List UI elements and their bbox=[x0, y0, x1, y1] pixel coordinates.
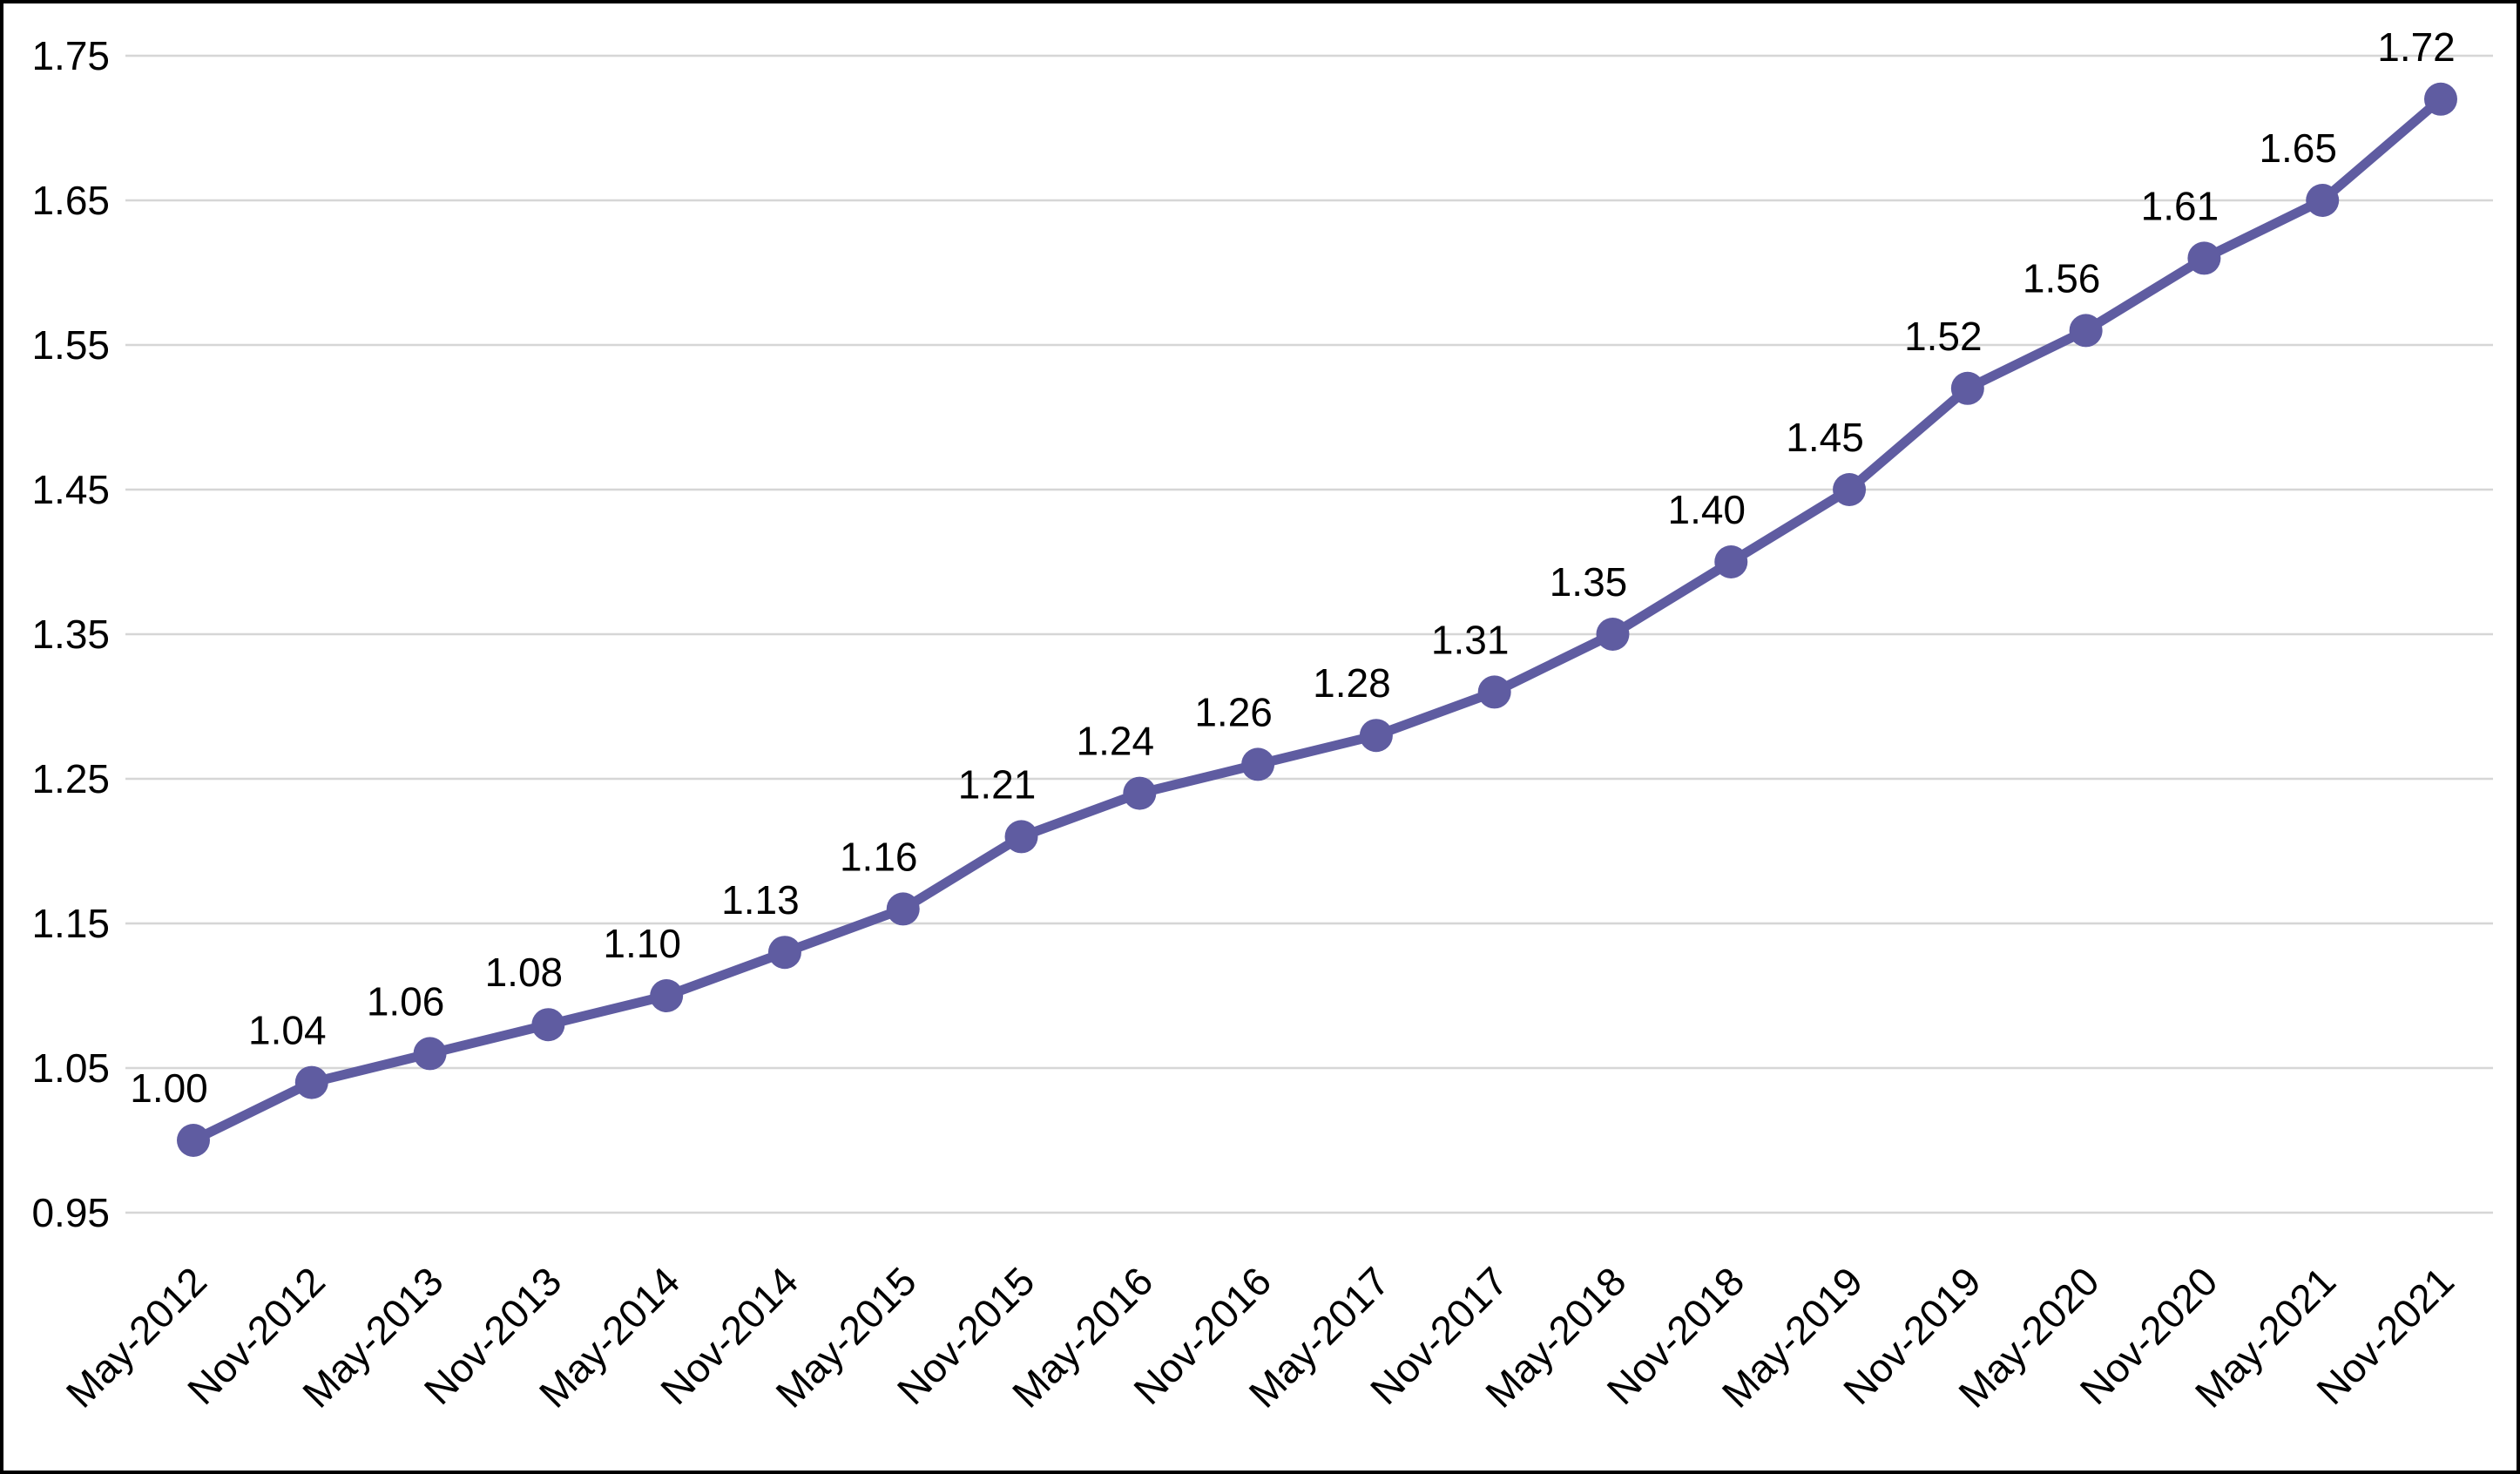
data-point-label: 1.06 bbox=[367, 978, 445, 1024]
data-point-marker bbox=[531, 1008, 565, 1042]
y-axis-tick-label: 1.65 bbox=[31, 178, 110, 223]
data-point-label: 1.10 bbox=[603, 921, 681, 966]
data-point-label: 1.61 bbox=[2141, 183, 2219, 228]
data-point-marker bbox=[2424, 82, 2457, 116]
y-axis-tick-label: 1.55 bbox=[31, 322, 110, 368]
data-point-marker bbox=[767, 936, 801, 970]
data-point-label: 1.56 bbox=[2023, 255, 2101, 301]
data-point-marker bbox=[1241, 747, 1275, 781]
data-point-marker bbox=[294, 1065, 328, 1099]
data-point-label: 1.31 bbox=[1431, 617, 1510, 662]
data-point-marker bbox=[886, 892, 920, 926]
data-point-marker bbox=[1714, 545, 1748, 578]
data-point-marker bbox=[1004, 820, 1038, 854]
data-point-marker bbox=[1833, 473, 1867, 506]
data-point-label: 1.35 bbox=[1550, 559, 1628, 605]
data-point-label: 1.72 bbox=[2377, 24, 2456, 70]
data-point-label: 1.21 bbox=[958, 761, 1037, 807]
data-point-marker bbox=[1123, 776, 1157, 810]
series-line bbox=[188, 94, 2446, 1146]
data-point-label: 1.08 bbox=[485, 950, 564, 995]
data-point-label: 1.40 bbox=[1667, 487, 1746, 532]
y-axis-tick-label: 0.95 bbox=[31, 1190, 110, 1235]
data-point-marker bbox=[2069, 314, 2103, 348]
data-point-marker bbox=[2187, 241, 2221, 275]
data-labels-group: 1.00 1.04 1.06 1.08 1.10 1.13 1.16 1.21 1.24 1.26… bbox=[130, 24, 2456, 1111]
data-point-label: 1.52 bbox=[1904, 314, 1983, 359]
data-point-label: 1.26 bbox=[1194, 689, 1273, 734]
data-point-marker bbox=[2306, 184, 2340, 217]
data-point-label: 1.65 bbox=[2259, 125, 2337, 171]
data-point-marker bbox=[1477, 675, 1511, 709]
gridlines-group bbox=[125, 54, 2493, 1214]
data-point-label: 1.28 bbox=[1313, 660, 1391, 706]
data-point-label: 1.04 bbox=[248, 1008, 327, 1053]
y-axis-tick-label: 1.45 bbox=[31, 467, 110, 512]
y-axis-tick-label: 1.25 bbox=[31, 756, 110, 801]
y-axis-tick-label: 1.75 bbox=[31, 33, 110, 78]
line-chart-svg: 0.95 1.05 1.15 1.25 1.35 1.45 1.55 1.65 1.75 May… bbox=[31, 24, 2493, 1417]
data-point-marker bbox=[177, 1124, 210, 1157]
data-point-label: 1.13 bbox=[721, 877, 800, 923]
data-point-marker bbox=[650, 979, 684, 1012]
y-axis-tick-label: 1.15 bbox=[31, 901, 110, 946]
data-point-marker bbox=[1596, 618, 1630, 651]
y-axis-tick-label: 1.05 bbox=[31, 1045, 110, 1091]
x-axis-labels: May-2012Nov-2012May-2013Nov-2013May-2014… bbox=[57, 1258, 2463, 1416]
data-point-label: 1.16 bbox=[840, 834, 918, 879]
y-axis-labels: 0.95 1.05 1.15 1.25 1.35 1.45 1.55 1.65 1.75 bbox=[31, 33, 110, 1235]
data-point-marker bbox=[413, 1037, 447, 1071]
data-point-label: 1.24 bbox=[1077, 719, 1155, 764]
data-point-label: 1.00 bbox=[130, 1065, 208, 1111]
data-point-marker bbox=[1950, 371, 1984, 405]
y-axis-tick-label: 1.35 bbox=[31, 612, 110, 657]
data-point-label: 1.45 bbox=[1786, 415, 1864, 460]
data-point-marker bbox=[1359, 719, 1393, 753]
series-group bbox=[177, 82, 2457, 1157]
